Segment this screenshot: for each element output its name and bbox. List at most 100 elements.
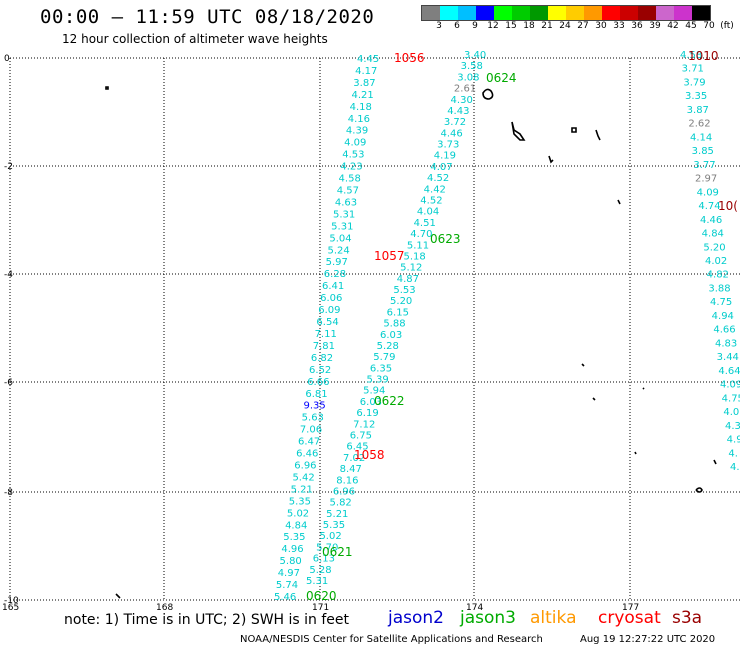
wave-height-value: 6.82: [311, 353, 333, 364]
wave-height-value: 3.72: [444, 117, 466, 128]
colorbar-label: 42: [667, 21, 679, 31]
wave-height-value: 4.83: [715, 338, 737, 349]
wave-height-value: 6.54: [316, 317, 338, 328]
wave-height-value: 6.46: [296, 449, 318, 460]
wave-height-value: 5.42: [292, 472, 314, 483]
island-outline: [592, 397, 596, 401]
wave-height-value: 4.94: [712, 311, 734, 322]
wave-height-value: 4.97: [278, 568, 300, 579]
wave-height-value: 5.04: [329, 233, 351, 244]
generation-timestamp: Aug 19 12:27:22 UTC 2020: [580, 634, 716, 645]
wave-height-value: 3.85: [692, 146, 714, 157]
altimeter-tracks: 4.454.173.874.214.184.164.394.094.534.23…: [274, 50, 740, 603]
wave-height-value: 5.21: [291, 484, 313, 495]
wave-height-value: 4.46: [700, 215, 722, 226]
colorbar-labels: 3 6 9 12 15 18 21 24 27 30 33 36 39 42 45 70 (ft): [421, 21, 740, 33]
wave-height-value: 4.: [730, 462, 740, 473]
pass-time-label: 1058: [354, 448, 385, 462]
legend-jason3: jason3: [460, 608, 516, 628]
wave-height-value: 5.97: [326, 257, 348, 268]
wave-height-value: 5.31: [331, 221, 353, 232]
wave-height-value: 5.82: [330, 498, 352, 509]
wave-height-value: 5.35: [283, 532, 305, 543]
wave-height-value: 3.40: [464, 50, 486, 61]
wave-height-value: 5.28: [377, 341, 399, 352]
wave-height-value: 5.94: [363, 386, 385, 397]
wave-height-value: 4.19: [434, 151, 456, 162]
pass-time-label: 0624: [486, 71, 517, 85]
wave-height-value: 5.12: [400, 263, 422, 274]
wave-height-value: 5.18: [403, 251, 425, 262]
colorbar-swatch: [584, 6, 602, 20]
wave-height-value: 4.09: [720, 380, 740, 391]
wave-height-value: 6.06: [320, 293, 342, 304]
y-tick-label: -8: [4, 488, 13, 498]
colorbar-swatch: [530, 6, 548, 20]
colorbar-label: 33: [613, 21, 625, 31]
map-title: 00:00 – 11:59 UTC 08/18/2020: [40, 6, 375, 28]
wave-height-value: 5.63: [302, 413, 324, 424]
y-tick-label: -10: [4, 596, 19, 606]
x-tick-label: 165: [2, 603, 19, 613]
wave-height-value: 3.35: [685, 91, 707, 102]
colorbar-label: 21: [541, 21, 553, 31]
colorbar-label: (ft): [720, 21, 734, 31]
wave-height-value: 9.35: [304, 401, 326, 412]
wave-height-value: 4.74: [698, 201, 720, 212]
wave-height-value: 4.02: [705, 256, 727, 267]
wave-height-value: 5.53: [393, 285, 415, 296]
colorbar-label: 39: [649, 21, 661, 31]
island-outline: [581, 363, 585, 367]
wave-height-value: 4.96: [281, 544, 303, 555]
wave-height-value: 6.03: [360, 397, 382, 408]
wave-height-value: 4.87: [397, 274, 419, 285]
colorbar-swatch: [692, 6, 710, 20]
wave-height-value: 4.0: [723, 407, 739, 418]
wave-height-value: 7.12: [353, 419, 375, 430]
lat-lon-grid: [9, 57, 740, 601]
wave-height-value: 5.74: [276, 580, 298, 591]
y-tick-label: -6: [4, 378, 13, 388]
island-outline: [548, 155, 554, 164]
wave-height-value: 4.09: [697, 187, 719, 198]
island-outline: [511, 121, 526, 141]
wave-height-value: 4.75: [722, 393, 740, 404]
wave-height-value: 4.23: [340, 162, 362, 173]
wave-height-value: 4.63: [335, 197, 357, 208]
wave-height-value: 3.88: [708, 283, 730, 294]
wave-height-value: 5.20: [390, 296, 412, 307]
wave-height-value: 4.51: [414, 218, 436, 229]
wave-height-value: 5.46: [274, 592, 296, 603]
wave-height-value: 5.11: [407, 240, 429, 251]
x-tick-label: 171: [312, 603, 329, 613]
wave-height-value: 5.35: [289, 496, 311, 507]
wave-height-value: 5.02: [319, 531, 341, 542]
wave-height-value: 4.82: [707, 270, 729, 281]
wave-height-colorbar: [421, 5, 711, 21]
wave-height-value: 6.45: [346, 442, 368, 453]
wave-height-value: 5.20: [703, 242, 725, 253]
wave-height-value: 7.06: [300, 425, 322, 436]
wave-height-value: 4.16: [348, 114, 370, 125]
colorbar-swatch: [638, 6, 656, 20]
wave-height-value: 4.14: [690, 132, 712, 143]
colorbar-swatch: [476, 6, 494, 20]
colorbar-swatch: [440, 6, 458, 20]
wave-height-value: 5.70: [316, 542, 338, 553]
island-outline: [634, 451, 637, 455]
pass-time-labels: 1056 0624 1010 10(0623 1057 0622 1058 0621 0620: [306, 49, 738, 603]
wave-height-value: 5.24: [327, 245, 349, 256]
y-tick-label: -4: [4, 270, 13, 280]
wave-height-value: 6.28: [324, 269, 346, 280]
colorbar-label: 15: [505, 21, 517, 31]
wave-height-value: 7.11: [315, 329, 337, 340]
wave-height-value: 3.87: [353, 78, 375, 89]
wave-height-value: 4.53: [342, 150, 364, 161]
wave-height-value: 6.75: [350, 431, 372, 442]
wave-height-value: 4.75: [710, 297, 732, 308]
wave-height-value: 6.35: [370, 363, 392, 374]
colorbar-label: 27: [577, 21, 589, 31]
colorbar-label: 24: [559, 21, 571, 31]
wave-height-value: 4.07: [430, 162, 452, 173]
